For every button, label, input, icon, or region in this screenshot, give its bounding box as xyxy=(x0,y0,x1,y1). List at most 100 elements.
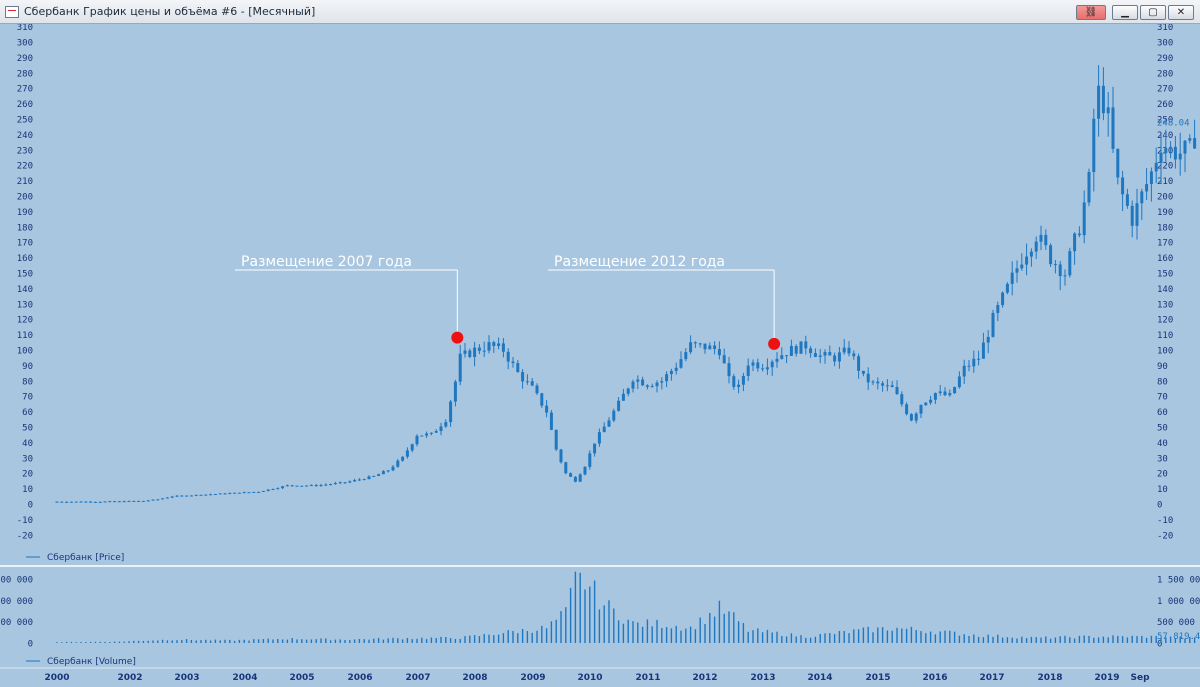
price-candle-body xyxy=(669,370,673,375)
price-tick-right: 280 xyxy=(1157,69,1173,79)
volume-tick-right: 0 xyxy=(1157,640,1162,650)
x-tick-label: 2004 xyxy=(232,673,257,683)
price-candle-body xyxy=(890,385,894,387)
price-candle-body xyxy=(473,347,477,357)
price-tick-right: 150 xyxy=(1157,270,1173,280)
price-candle-body xyxy=(223,493,227,495)
price-candle-body xyxy=(74,501,78,503)
link-chain-icon[interactable]: ⛓ xyxy=(1076,5,1106,20)
price-candle-body xyxy=(593,443,597,454)
price-candle-body xyxy=(1145,184,1149,192)
price-candle-body xyxy=(569,473,573,477)
price-candle-body xyxy=(703,343,707,350)
price-candle-body xyxy=(573,476,577,482)
price-candle-body xyxy=(876,381,880,384)
price-candle-body xyxy=(986,336,990,343)
price-candle-body xyxy=(607,420,611,427)
price-tick-right: 80 xyxy=(1157,377,1168,387)
price-tick-right: 40 xyxy=(1157,439,1168,449)
price-candle-body xyxy=(660,381,664,383)
price-candle-body xyxy=(237,492,241,494)
price-tick-right: -20 xyxy=(1157,531,1173,541)
price-candle-body xyxy=(309,484,313,486)
price-tick-right: 300 xyxy=(1157,39,1173,49)
price-candle-body xyxy=(655,382,659,387)
price-candle-body xyxy=(554,429,558,450)
price-candle-body xyxy=(972,358,976,367)
price-candle-body xyxy=(650,386,654,388)
price-tick-left: 150 xyxy=(17,270,33,280)
price-candle-body xyxy=(261,490,265,492)
price-candle-body xyxy=(924,402,928,406)
price-candle-body xyxy=(482,350,486,352)
price-candle-body xyxy=(828,352,832,356)
price-tick-right: 130 xyxy=(1157,300,1173,310)
price-tick-left: 200 xyxy=(17,193,33,203)
price-candle-body xyxy=(559,449,563,463)
price-tick-right: 140 xyxy=(1157,285,1173,295)
price-candle-body xyxy=(1111,107,1115,149)
price-legend: Сбербанк [Price] xyxy=(47,553,124,563)
price-tick-right: 10 xyxy=(1157,485,1168,495)
price-candle-body xyxy=(1015,268,1019,273)
price-tick-left: 10 xyxy=(22,485,33,495)
price-candle-body xyxy=(847,347,851,354)
price-tick-left: 220 xyxy=(17,162,33,172)
price-candle-body xyxy=(132,500,136,502)
price-candle-body xyxy=(141,500,145,502)
price-candle-body xyxy=(1178,153,1182,160)
price-candle-body xyxy=(765,367,769,370)
price-candle-body xyxy=(756,362,760,369)
price-candle-body xyxy=(501,343,505,352)
price-candle-body xyxy=(866,373,870,383)
price-tick-left: 170 xyxy=(17,239,33,249)
price-tick-left: 280 xyxy=(17,69,33,79)
price-candle-body xyxy=(1135,203,1139,226)
price-candle-body xyxy=(530,381,534,386)
price-tick-left: -10 xyxy=(17,516,33,526)
price-candle-body xyxy=(780,355,784,359)
price-candle-body xyxy=(684,352,688,360)
price-candle-body xyxy=(353,479,357,482)
price-candle-body xyxy=(914,413,918,421)
price-candle-body xyxy=(977,358,981,360)
price-candle-body xyxy=(962,365,966,377)
price-tick-left: 300 xyxy=(17,39,33,49)
price-tick-left: 310 xyxy=(17,24,33,33)
price-candle-body xyxy=(439,426,443,432)
price-candle-body xyxy=(257,491,261,493)
price-candle-body xyxy=(89,501,93,503)
price-candle-body xyxy=(434,431,438,433)
price-candle-body xyxy=(324,484,328,486)
x-tick-label: 2010 xyxy=(577,673,602,683)
x-tick-label: 2008 xyxy=(462,673,487,683)
price-candle-body xyxy=(151,499,155,501)
price-candle-body xyxy=(314,484,318,487)
price-candle-body xyxy=(391,466,395,471)
price-tick-left: 80 xyxy=(22,377,33,387)
price-candle-body xyxy=(103,501,107,503)
minimize-button[interactable]: ▁ xyxy=(1112,5,1138,20)
price-candle-body xyxy=(281,486,285,489)
price-candle-body xyxy=(713,345,717,350)
price-candle-body xyxy=(1068,251,1072,276)
price-candle-body xyxy=(69,501,73,503)
price-tick-right: 260 xyxy=(1157,100,1173,110)
price-candle-body xyxy=(1188,138,1192,141)
price-candle-body xyxy=(540,393,544,406)
price-candle-body xyxy=(621,393,625,401)
price-candle-body xyxy=(818,355,822,357)
price-candle-body xyxy=(631,381,635,389)
close-button[interactable]: ✕ xyxy=(1168,5,1194,20)
x-tick-label: 2019 xyxy=(1094,673,1119,683)
price-candle-body xyxy=(943,391,947,396)
price-candle-body xyxy=(1034,241,1038,252)
price-candle-body xyxy=(996,305,1000,313)
price-candle-body xyxy=(885,385,889,387)
price-candle-body xyxy=(458,353,462,382)
maximize-button[interactable]: ▢ xyxy=(1140,5,1166,20)
price-candle-body xyxy=(386,470,390,472)
price-tick-left: 90 xyxy=(22,362,33,372)
price-candle-body xyxy=(1125,194,1129,206)
price-candle-body xyxy=(204,494,208,496)
